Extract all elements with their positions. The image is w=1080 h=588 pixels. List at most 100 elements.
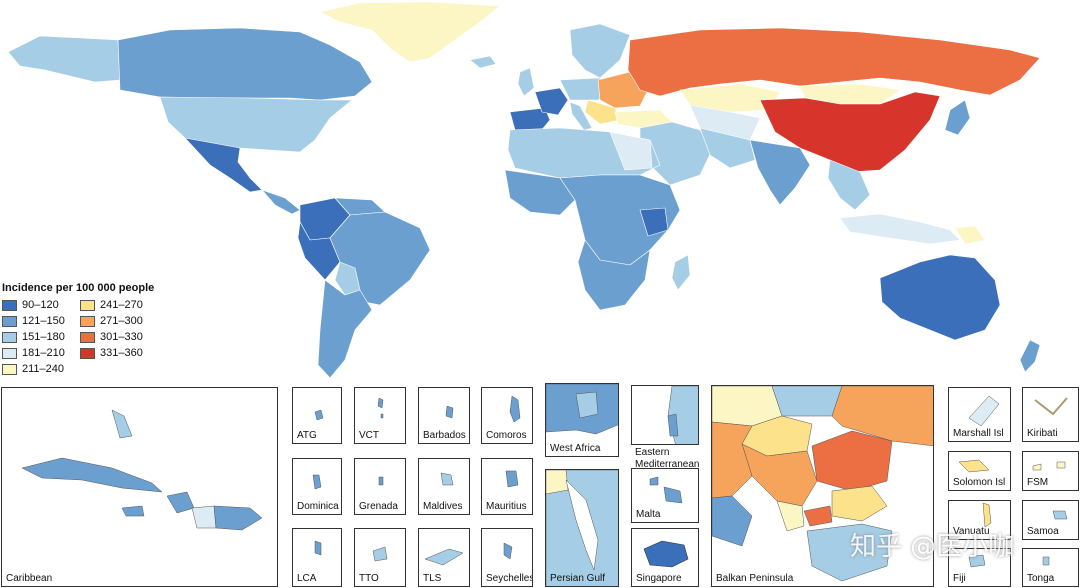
legend-item: 301–330 [80,330,143,344]
inset-fsm: FSM [1022,451,1079,491]
inset-tls: TLS [418,528,470,587]
legend-swatch [2,347,17,359]
inset-map [509,395,521,423]
legend-swatch [80,347,95,359]
region-india [749,139,811,206]
legend-item: 271–300 [80,314,143,328]
inset-label: LCA [297,573,317,584]
inset-label: Maldives [423,501,463,512]
region-canada [117,27,373,101]
inset-map [667,386,698,444]
inset-singapore: Singapore [631,528,699,587]
legend-swatch [2,331,17,343]
legend-item: 241–270 [80,298,143,312]
inset-label: Caribbean [6,573,53,584]
inset-label: Dominica [297,501,339,512]
inset-label: Persian Gulf [550,573,606,584]
inset-map [377,397,384,419]
inset-label: ATG [297,430,317,441]
inset-vct: VCT [354,387,406,444]
inset-maldives: Maldives [418,458,470,515]
inset-seychelles: Seychelles [481,528,533,587]
legend-item: 121–150 [2,314,65,328]
inset-lca: LCA [292,528,342,587]
inset-label: Barbados [423,430,466,441]
inset-tonga: Tonga [1022,548,1079,587]
inset-barbados: Barbados [418,387,470,444]
inset-label: Mauritius [486,501,527,512]
region-png [954,225,986,245]
region-scandinavia [569,23,631,79]
inset-map [372,546,388,562]
legend-item: 331–360 [80,346,143,360]
inset-map [643,540,689,568]
inset-balkan-peninsula: Balkan Peninsula [711,385,934,587]
inset-label: VCT [359,430,379,441]
inset-map [968,554,986,568]
legend-item: 211–240 [2,362,64,376]
legend-label: 151–180 [22,331,65,343]
inset-label: Comoros [486,430,527,441]
inset-grenada: Grenada [354,458,406,515]
region-france [534,87,569,116]
inset-fiji: Fiji [948,548,1011,587]
inset-map [1032,461,1066,471]
inset-map [1052,510,1068,520]
inset-kiribati: Kiribati [1022,387,1079,442]
inset-map [445,405,454,419]
legend-label: 241–270 [100,299,143,311]
inset-map [314,540,322,556]
region-peru [297,221,341,281]
inset-west-africa: West Africa [545,383,619,457]
inset-map [649,476,683,504]
region-southern-africa [577,239,651,311]
region-balkans [584,99,621,125]
inset-label: Vanuatu [953,526,990,537]
legend-swatch [2,299,17,311]
inset-map [1042,556,1050,566]
inset-comoros: Comoros [481,387,533,444]
legend-label: 331–360 [100,347,143,359]
region-indonesia [839,213,961,245]
legend-swatch [80,299,95,311]
region-iran [699,127,756,169]
inset-label: Kiribati [1027,428,1058,439]
inset-map [982,502,992,528]
inset-map [440,472,454,486]
legend-label: 90–120 [22,299,59,311]
inset-vanuatu: Vanuatu [948,500,1011,540]
legend-label: 121–150 [22,315,65,327]
inset-mauritius: Mauritius [481,458,533,515]
region-uk [517,67,535,97]
inset-map [546,470,618,586]
region-kenya [639,207,669,237]
region-japan [944,99,971,136]
inset-map [503,542,513,560]
inset-marshall-isl: Marshall Isl [948,387,1011,442]
region-russia [627,27,1041,97]
region-madagascar [671,254,691,291]
inset-map [378,476,384,486]
legend-item: 151–180 [2,330,65,344]
inset-persian-gulf: Persian Gulf [545,469,619,587]
inset-label: TTO [359,573,379,584]
region-usa [159,96,353,153]
inset-label: Singapore [636,573,682,584]
inset-label: TLS [423,573,442,584]
inset-map [505,470,519,488]
legend-label: 271–300 [100,315,143,327]
region-italy [569,101,593,131]
legend-label: 301–330 [100,331,143,343]
region-iberia [509,107,551,133]
inset-map [424,548,464,566]
inset-samoa: Samoa [1022,500,1079,540]
inset-tto: TTO [354,528,406,587]
region-argentina [317,279,373,379]
legend-swatch [2,363,17,375]
region-iceland [469,55,497,69]
legend: Incidence per 100 000 people 90–120 121–… [2,282,302,382]
region-new-zealand [1019,339,1041,373]
inset-solomon-isl: Solomon Isl [948,451,1011,491]
legend-swatch [2,315,17,327]
inset-label: Balkan Peninsula [716,573,794,584]
